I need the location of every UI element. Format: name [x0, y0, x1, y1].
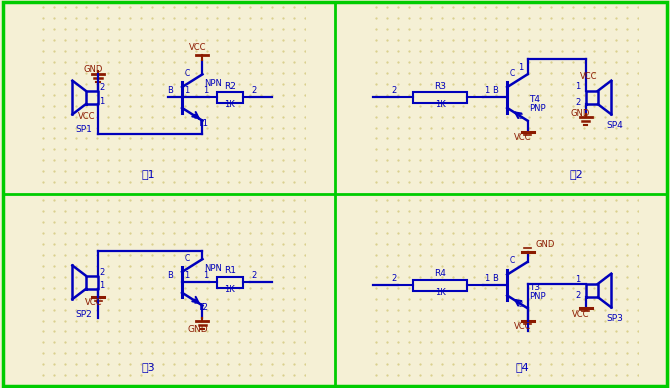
Text: SP4: SP4: [607, 121, 624, 130]
Text: 2: 2: [391, 86, 397, 95]
Text: 图2: 图2: [570, 170, 584, 179]
Text: 2: 2: [252, 86, 257, 95]
Text: R4: R4: [434, 269, 446, 278]
Text: 1K: 1K: [435, 288, 446, 296]
Text: C: C: [184, 69, 190, 78]
Text: SP1: SP1: [75, 125, 92, 134]
Text: VCC: VCC: [84, 298, 102, 307]
Text: B: B: [492, 274, 498, 283]
Text: NPN: NPN: [204, 264, 222, 273]
Text: E: E: [518, 114, 523, 120]
Text: 1: 1: [576, 275, 581, 284]
Text: B: B: [167, 86, 173, 95]
Text: 1: 1: [184, 86, 190, 95]
Text: 1: 1: [484, 86, 489, 95]
Text: 1K: 1K: [435, 100, 446, 109]
Text: 1K: 1K: [224, 285, 235, 294]
Text: B: B: [492, 86, 498, 95]
Text: 图3: 图3: [141, 362, 155, 372]
Bar: [216, 92, 243, 103]
Text: T4: T4: [529, 95, 541, 104]
Text: VCC: VCC: [580, 71, 598, 81]
Text: VCC: VCC: [514, 322, 531, 331]
Text: T1: T1: [197, 118, 208, 128]
Text: 2: 2: [576, 98, 581, 107]
Text: E: E: [193, 299, 197, 305]
Text: 1: 1: [99, 97, 105, 106]
Text: 2: 2: [391, 274, 397, 283]
Text: 2: 2: [252, 271, 257, 280]
Text: 2: 2: [99, 83, 105, 92]
Text: R3: R3: [434, 81, 446, 91]
Text: SP2: SP2: [75, 310, 92, 319]
Text: GND: GND: [83, 65, 103, 74]
Text: PNP: PNP: [529, 104, 546, 113]
Bar: [216, 277, 243, 288]
Text: VCC: VCC: [189, 43, 206, 52]
Text: VCC: VCC: [572, 310, 590, 319]
Text: SP3: SP3: [607, 314, 624, 323]
Text: R1: R1: [224, 267, 236, 275]
Text: B: B: [167, 271, 173, 280]
Text: 图4: 图4: [515, 362, 529, 372]
Text: R2: R2: [224, 81, 236, 91]
Text: C: C: [509, 256, 515, 265]
Text: NPN: NPN: [204, 79, 222, 88]
Text: VCC: VCC: [78, 112, 95, 121]
Text: 1K: 1K: [224, 100, 235, 109]
Text: 1: 1: [518, 62, 523, 71]
Text: 1: 1: [203, 86, 208, 95]
Text: 1: 1: [203, 271, 208, 280]
Text: T2: T2: [197, 303, 208, 312]
Bar: [413, 92, 467, 103]
Text: C: C: [509, 69, 515, 78]
Text: 图1: 图1: [141, 170, 155, 179]
Text: 2: 2: [576, 291, 581, 300]
Bar: [413, 280, 467, 291]
Text: GND: GND: [535, 240, 555, 249]
Text: GND: GND: [187, 325, 208, 334]
Text: 1: 1: [184, 271, 190, 280]
Text: 1: 1: [484, 274, 489, 283]
Text: PNP: PNP: [529, 292, 546, 301]
Text: 1: 1: [576, 82, 581, 91]
Text: GND: GND: [571, 109, 590, 118]
Text: E: E: [518, 302, 523, 308]
Text: 1: 1: [99, 281, 105, 291]
Text: T3: T3: [529, 283, 541, 292]
Text: 2: 2: [99, 268, 105, 277]
Text: E: E: [193, 114, 197, 120]
Text: C: C: [184, 254, 190, 263]
Text: VCC: VCC: [514, 133, 531, 142]
